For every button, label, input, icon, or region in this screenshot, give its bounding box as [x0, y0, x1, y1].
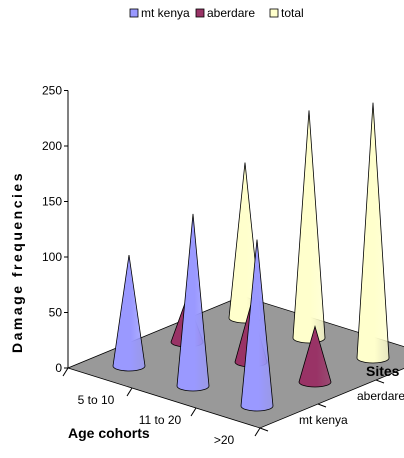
depth-tick-mark [259, 427, 269, 432]
cone-mark [298, 325, 332, 388]
legend-label: total [281, 6, 304, 20]
y-tick-label: 200 [42, 139, 62, 153]
cone-mt-kenya [112, 254, 146, 372]
x-tick-label: 5 to 10 [78, 393, 115, 407]
y-tick-label: 150 [42, 195, 62, 209]
y-tick-label: 0 [55, 361, 62, 375]
cone-mark [240, 239, 274, 412]
legend-label: mt kenya [141, 6, 190, 20]
axes: 0 50 100 150 200 250 5 to 10 11 to 20 >20 mt keny… [42, 84, 404, 448]
depth-tick-label: aberdare [357, 389, 404, 403]
legend-swatch [129, 8, 139, 18]
depth-tick-mark [375, 379, 385, 384]
z-axis-title: Sites [366, 363, 400, 379]
y-axis-title: Damage frequencies [9, 171, 25, 353]
legend-label: aberdare [207, 6, 255, 20]
cone-mark [112, 254, 146, 372]
x-tick-label: >20 [214, 433, 235, 447]
legend: mt kenya aberdare total [129, 6, 304, 20]
cone-total [356, 102, 390, 364]
y-tick-label: 50 [49, 306, 63, 320]
cone-mark [292, 110, 326, 344]
legend-swatch [195, 8, 205, 18]
legend-swatch [269, 8, 279, 18]
x-tick-mark [254, 427, 261, 437]
x-tick-mark [126, 387, 133, 397]
x-tick-mark [190, 407, 197, 417]
x-tick-mark [62, 367, 69, 377]
cone-mt-kenya [176, 213, 210, 392]
cone-total [292, 110, 326, 344]
cones [112, 102, 390, 412]
cone-mark [356, 102, 390, 364]
depth-tick-mark [317, 403, 327, 408]
y-tick-label: 100 [42, 250, 62, 264]
x-axis-title: Age cohorts [68, 425, 150, 441]
y-tick-label: 250 [42, 84, 62, 98]
cone-mark [176, 213, 210, 392]
cone-aberdare [298, 325, 332, 388]
cone-mt-kenya [240, 239, 274, 412]
depth-tick-label: mt kenya [299, 413, 348, 427]
x-tick-label: 11 to 20 [139, 413, 182, 427]
